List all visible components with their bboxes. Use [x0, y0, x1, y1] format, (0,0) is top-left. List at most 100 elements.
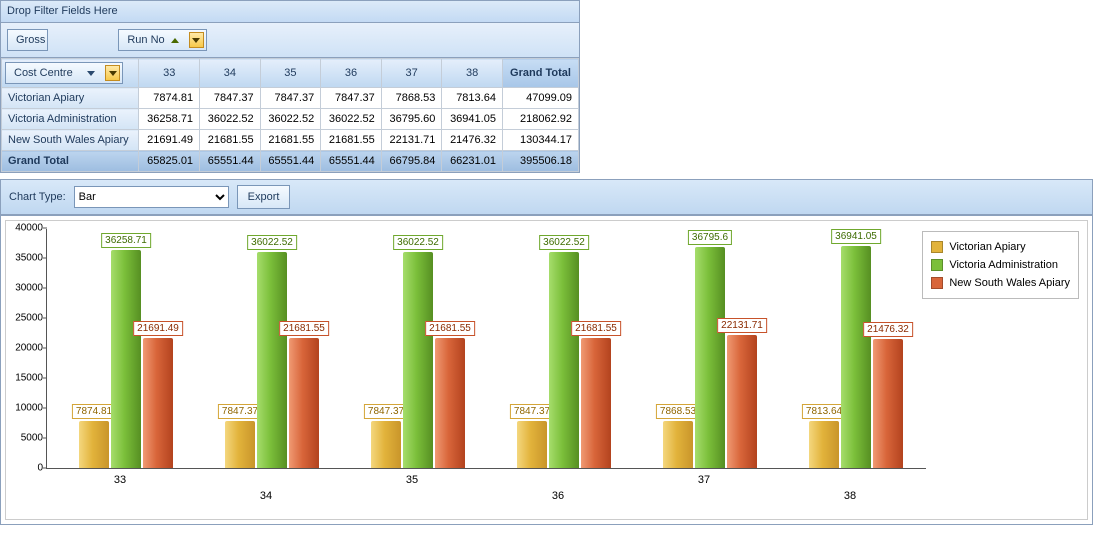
bar-value-label: 36022.52 — [539, 235, 589, 250]
col-total: 65551.44 — [260, 151, 321, 172]
cell: 7813.64 — [442, 88, 503, 109]
col-header[interactable]: 34 — [200, 59, 261, 88]
cell: 21476.32 — [442, 130, 503, 151]
y-axis-tick: 25000 — [7, 313, 43, 324]
cell: 21681.55 — [321, 130, 382, 151]
bar-group: 7874.8136258.7121691.4933 — [47, 229, 193, 468]
x-axis-label: 35 — [406, 474, 418, 486]
bar[interactable]: 7847.37 — [225, 421, 255, 468]
cell: 7868.53 — [381, 88, 442, 109]
row-total: 218062.92 — [502, 109, 578, 130]
grand-total-row: Grand Total 65825.01 65551.44 65551.44 6… — [2, 151, 579, 172]
bar-value-label: 7847.37 — [364, 404, 408, 419]
column-field-runno[interactable]: Run No — [118, 29, 206, 51]
legend-label: New South Wales Apiary — [949, 277, 1070, 289]
col-header-grandtotal[interactable]: Grand Total — [502, 59, 578, 88]
cell: 36258.71 — [139, 109, 200, 130]
field-headers-row: Gross Run No — [1, 23, 579, 58]
bar[interactable]: 21681.55 — [289, 338, 319, 468]
bar-value-label: 22131.71 — [717, 318, 767, 333]
bar-value-label: 36022.52 — [247, 235, 297, 250]
chevron-down-icon — [109, 71, 117, 76]
row-total: 47099.09 — [502, 88, 578, 109]
col-total: 65551.44 — [200, 151, 261, 172]
chart-type-select[interactable]: Bar — [74, 186, 229, 208]
bar[interactable]: 21681.55 — [581, 338, 611, 468]
bar-value-label: 21681.55 — [279, 321, 329, 336]
col-header[interactable]: 35 — [260, 59, 321, 88]
table-row: Victoria Administration 36258.71 36022.5… — [2, 109, 579, 130]
bar[interactable]: 7874.81 — [79, 421, 109, 468]
row-label[interactable]: New South Wales Apiary — [2, 130, 139, 151]
pivot-grid: Drop Filter Fields Here Gross Run No Cos… — [0, 0, 580, 173]
data-field-gross[interactable]: Gross — [7, 29, 48, 51]
bar[interactable]: 21476.32 — [873, 339, 903, 468]
grand-total-value: 395506.18 — [502, 151, 578, 172]
legend-item[interactable]: New South Wales Apiary — [931, 274, 1070, 292]
cell: 21681.55 — [260, 130, 321, 151]
pivot-table: Cost Centre 33 34 35 36 37 — [1, 58, 579, 172]
y-axis-tick: 20000 — [7, 343, 43, 354]
sort-asc-icon — [171, 38, 179, 43]
legend-label: Victorian Apiary — [949, 241, 1025, 253]
export-button[interactable]: Export — [237, 185, 291, 209]
bar[interactable]: 7847.37 — [517, 421, 547, 468]
x-axis-label: 34 — [260, 490, 272, 502]
x-axis-label: 33 — [114, 474, 126, 486]
row-label[interactable]: Victorian Apiary — [2, 88, 139, 109]
bar[interactable]: 21691.49 — [143, 338, 173, 468]
cell: 21691.49 — [139, 130, 200, 151]
legend-swatch — [931, 241, 943, 253]
y-axis-tick: 40000 — [7, 223, 43, 234]
filter-drop-area[interactable]: Drop Filter Fields Here — [1, 1, 579, 23]
cell: 36022.52 — [260, 109, 321, 130]
column-field-dropdown-icon[interactable] — [189, 32, 204, 48]
cell: 36795.60 — [381, 109, 442, 130]
bar[interactable]: 22131.71 — [727, 335, 757, 468]
bar-group: 7847.3736022.5221681.5536 — [485, 229, 631, 468]
bar[interactable]: 36022.52 — [549, 252, 579, 468]
legend-item[interactable]: Victorian Apiary — [931, 238, 1070, 256]
col-total: 65551.44 — [321, 151, 382, 172]
bar[interactable]: 36258.71 — [111, 250, 141, 468]
col-header[interactable]: 36 — [321, 59, 382, 88]
data-field-label: Gross — [16, 34, 45, 46]
bar[interactable]: 7868.53 — [663, 421, 693, 468]
bar[interactable]: 7847.37 — [371, 421, 401, 468]
row-field-dropdown-icon[interactable] — [105, 65, 120, 81]
row-label[interactable]: Victoria Administration — [2, 109, 139, 130]
bar-group: 7847.3736022.5221681.5534 — [193, 229, 339, 468]
cell: 36022.52 — [200, 109, 261, 130]
y-axis-tick: 30000 — [7, 283, 43, 294]
cell: 36022.52 — [321, 109, 382, 130]
col-header[interactable]: 37 — [381, 59, 442, 88]
chart-panel: 0500010000150002000025000300003500040000… — [0, 215, 1093, 525]
bar-value-label: 7868.53 — [656, 404, 700, 419]
bar[interactable]: 36795.6 — [695, 247, 725, 468]
bar[interactable]: 36022.52 — [403, 252, 433, 468]
legend-item[interactable]: Victoria Administration — [931, 256, 1070, 274]
bar-group: 7847.3736022.5221681.5535 — [339, 229, 485, 468]
legend-swatch — [931, 259, 943, 271]
legend-label: Victoria Administration — [949, 259, 1058, 271]
col-total: 65825.01 — [139, 151, 200, 172]
y-axis-tick: 35000 — [7, 253, 43, 264]
bar[interactable]: 36022.52 — [257, 252, 287, 468]
cell: 22131.71 — [381, 130, 442, 151]
col-total: 66231.01 — [442, 151, 503, 172]
legend-swatch — [931, 277, 943, 289]
chart-canvas: 0500010000150002000025000300003500040000… — [5, 220, 1088, 520]
bar-group: 7868.5336795.622131.7137 — [631, 229, 777, 468]
bar[interactable]: 21681.55 — [435, 338, 465, 468]
cell: 7847.37 — [260, 88, 321, 109]
bar[interactable]: 7813.64 — [809, 421, 839, 468]
bar-value-label: 36022.52 — [393, 235, 443, 250]
bar-value-label: 7874.81 — [72, 404, 116, 419]
bar[interactable]: 36941.05 — [841, 246, 871, 468]
x-axis-label: 37 — [698, 474, 710, 486]
col-header[interactable]: 38 — [442, 59, 503, 88]
row-field-costcentre[interactable]: Cost Centre — [5, 62, 123, 84]
col-header[interactable]: 33 — [139, 59, 200, 88]
bar-value-label: 36258.71 — [101, 233, 151, 248]
bar-value-label: 21691.49 — [133, 321, 183, 336]
